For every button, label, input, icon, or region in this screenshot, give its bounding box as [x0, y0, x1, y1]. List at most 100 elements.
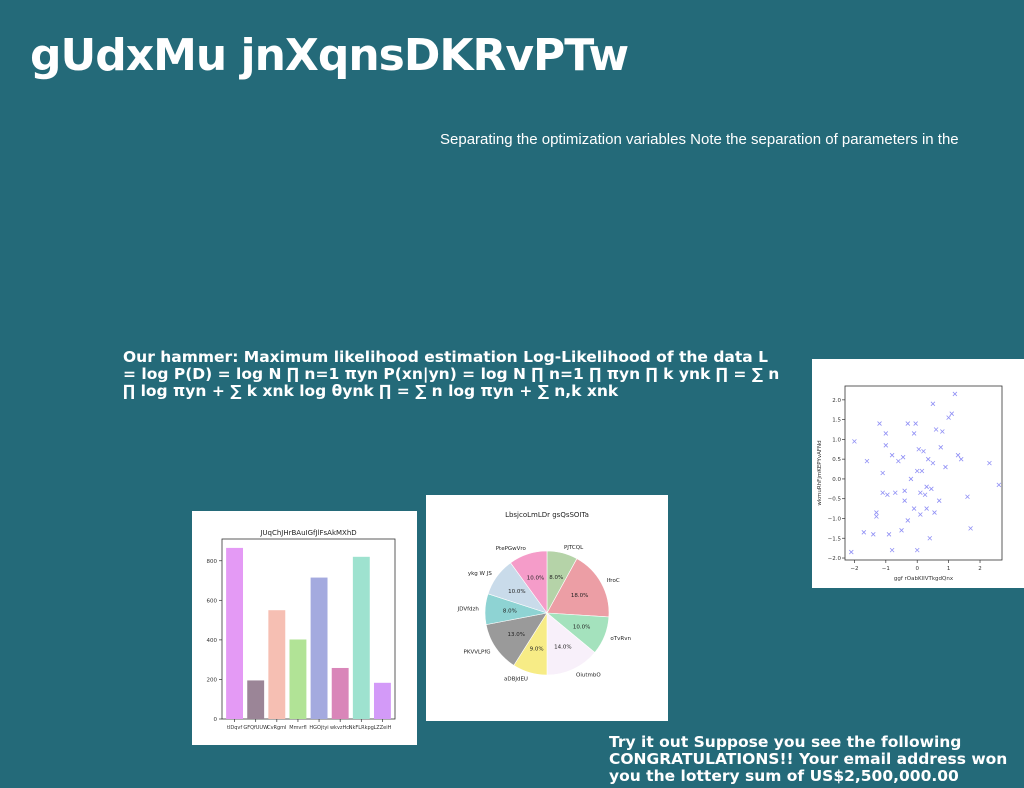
y-tick-label: −2.0	[828, 556, 842, 562]
pie-slice-label: aDBJdEU	[504, 676, 528, 682]
pie-value-label: 18.0%	[571, 593, 588, 599]
scatter-point	[880, 470, 885, 476]
x-tick-label: −1	[882, 566, 890, 572]
scatter-point	[914, 468, 920, 474]
scatter-point	[864, 458, 870, 464]
scatter-point	[943, 464, 948, 470]
scatter-plot-frame	[844, 385, 1003, 561]
bar	[352, 556, 370, 719]
x-tick-label: tIDqvf	[227, 725, 242, 731]
scatter-point	[905, 518, 911, 523]
scatter-point	[932, 510, 937, 515]
pie-value-label: 10.0%	[508, 589, 525, 595]
scatter-point	[925, 456, 931, 462]
scatter-point	[918, 512, 923, 517]
scatter-point	[968, 526, 973, 531]
bar	[373, 682, 391, 719]
pie-value-label: 8.0%	[503, 609, 517, 615]
scatter-point	[958, 456, 964, 462]
scatter-point	[996, 482, 1002, 488]
scatter-point	[965, 494, 970, 500]
scatter-chart-card: −2 −1 0 1 2 −2.0 −1.5 −1.0 −0.5 0.0 0.5 1.0 1.5 2.0 gg…	[812, 359, 1024, 588]
bar	[331, 667, 349, 719]
y-tick-label: 200	[207, 677, 218, 683]
scatter-point	[883, 431, 889, 436]
pie-slice	[546, 558, 610, 618]
bar-chart-card: JUqChJHrBAuIGfJlFsAkMXhD 0 200 400 600 800 tID…	[192, 511, 417, 745]
x-tick-label: 2	[978, 566, 982, 572]
y-tick-label: 2.0	[832, 398, 841, 404]
scatter-point	[886, 532, 892, 537]
scatter-point	[874, 514, 879, 519]
scatter-point	[930, 460, 936, 466]
pie-chart-title: LbsjcoLmLDr gsQsSOITa	[505, 511, 589, 519]
scatter-point	[940, 429, 945, 434]
pie-value-label: 10.0%	[573, 625, 590, 631]
pie-chart-card: LbsjcoLmLDr gsQsSOITa PJTCQL 8.0% IfroC 18.0…	[426, 495, 668, 721]
bar-chart-title: JUqChJHrBAuIGfJlFsAkMXhD	[259, 529, 356, 537]
scatter-point	[896, 458, 901, 464]
scatter-chart: −2 −1 0 1 2 −2.0 −1.5 −1.0 −0.5 0.0 0.5 1.0 1.5 2.0 gg…	[817, 385, 1003, 582]
pie-value-label: 14.0%	[554, 645, 571, 651]
scatter-point	[880, 490, 885, 496]
scatter-point	[927, 535, 933, 541]
y-axis-label: wkmuRhFjmKEPYvAFNd	[817, 440, 823, 505]
x-tick-label: 0	[915, 566, 919, 572]
paragraph-likelihood: Our hammer: Maximum likelihood estimatio…	[123, 348, 780, 400]
y-tick-label: 1.0	[832, 437, 841, 443]
y-tick-label: 0.0	[832, 477, 841, 483]
y-tick-label: 0.5	[832, 457, 841, 463]
page-title: gUdxMu jnXqnsDKRvPTw	[30, 30, 629, 81]
x-tick-label: 1	[947, 566, 951, 572]
scatter-point	[918, 490, 923, 496]
x-tick-label: LZZeiH	[374, 725, 392, 731]
y-tick-label: −1.0	[828, 516, 842, 522]
x-tick-label: HGOjtyi	[309, 725, 328, 731]
x-tick-label: wkvzHcl	[330, 725, 350, 731]
scatter-point	[933, 427, 939, 432]
bar	[268, 610, 286, 719]
scatter-point	[905, 421, 911, 426]
bar	[289, 639, 307, 719]
scatter-point	[919, 468, 925, 474]
scatter-point	[946, 415, 951, 420]
y-tick-label: 1.5	[832, 418, 841, 424]
subtitle-text: Separating the optimization variables No…	[440, 131, 959, 148]
pie-slice-label: PJTCQL	[564, 545, 584, 551]
scatter-point	[848, 549, 854, 555]
pie-slice-label: ykg W JS	[468, 571, 492, 577]
scatter-point	[949, 411, 955, 416]
scatter-point	[885, 492, 890, 498]
pie-slice-label: JDVfdzh	[457, 607, 480, 613]
pie-value-label: 8.0%	[549, 575, 563, 581]
y-tick-label: 400	[207, 638, 218, 644]
y-tick-label: −0.5	[828, 497, 842, 503]
scatter-point	[929, 486, 934, 492]
scatter-point	[955, 452, 961, 458]
scatter-point	[877, 421, 882, 426]
pie-value-label: 9.0%	[530, 647, 544, 653]
x-axis-label: ggf rOabKlIVTkgdQnx	[894, 576, 954, 582]
scatter-point	[921, 448, 926, 454]
scatter-point	[908, 476, 914, 482]
scatter-point	[911, 506, 917, 511]
scatter-point	[883, 443, 889, 448]
scatter-point	[874, 510, 879, 515]
pie-value-label: 13.0%	[507, 632, 524, 638]
y-tick-label: 600	[207, 598, 218, 604]
scatter-point	[987, 460, 992, 466]
scatter-point	[892, 490, 898, 496]
scatter-point	[952, 391, 958, 397]
pie-slice	[510, 550, 548, 614]
pie-slice	[546, 612, 596, 676]
scatter-point	[899, 528, 904, 533]
pie-slice-label: IfroC	[607, 578, 620, 584]
pie-value-label: 10.0%	[527, 576, 544, 582]
scatter-point	[889, 452, 895, 458]
pie-slice-label: oTvRvn	[610, 636, 631, 642]
y-tick-label: 0	[214, 717, 218, 723]
bar	[247, 680, 265, 719]
scatter-point	[861, 530, 867, 535]
scatter-point	[900, 454, 906, 460]
y-tick-label: 800	[207, 559, 218, 565]
